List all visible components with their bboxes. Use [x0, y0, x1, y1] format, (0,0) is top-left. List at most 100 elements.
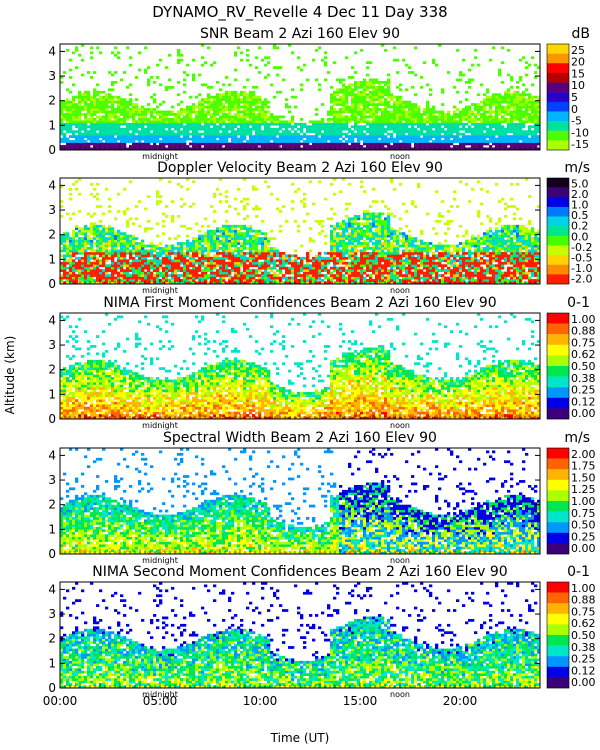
y-tick-label: 0 [48, 143, 56, 157]
y-tick-label: 4 [48, 313, 56, 327]
colorbar-label: 0.50 [571, 519, 596, 532]
colorbar-label: 0.75 [571, 507, 596, 520]
time-marker-label: noon [390, 556, 410, 565]
colorbar-label: 1.25 [571, 483, 596, 496]
colorbar: 1.000.880.750.620.500.380.250.120.00 [546, 312, 596, 420]
colorbar-segment [547, 501, 569, 512]
colorbar-segment [547, 264, 569, 275]
time-marker-label: noon [390, 286, 410, 295]
colorbar-segment [547, 490, 569, 502]
colorbar-segment [547, 111, 569, 122]
colorbar-segment [547, 92, 569, 103]
colorbar-segment [547, 677, 569, 689]
colorbar-segment [547, 366, 569, 377]
colorbar-segment [547, 613, 569, 625]
y-tick-label: 2 [48, 228, 56, 242]
colorbar-segment [547, 355, 569, 367]
y-tick-label: 1 [48, 252, 56, 266]
echo-field [60, 178, 541, 285]
colorbar-segment [547, 469, 569, 480]
colorbar-label: 0.75 [571, 605, 596, 618]
colorbar-unit: 0-1 [567, 295, 590, 311]
colorbar-segment [547, 82, 569, 93]
x-tick-label: 20:00 [443, 694, 478, 708]
colorbar-segment [547, 543, 569, 555]
colorbar-label: 5.0 [571, 177, 589, 190]
colorbar-label: 0.00 [571, 542, 596, 555]
panel-width: Spectral Width Beam 2 Azi 160 Elev 90 m/s… [48, 430, 595, 565]
colorbar-unit: m/s [564, 430, 590, 446]
y-tick-label: 4 [48, 178, 56, 192]
colorbar-segment [547, 130, 569, 141]
y-tick-label: 3 [48, 338, 56, 352]
panel-title: SNR Beam 2 Azi 160 Elev 90 [200, 26, 400, 42]
time-marker-label: midnight [142, 556, 178, 565]
colorbar-segment [547, 645, 569, 657]
y-tick-label: 1 [48, 522, 56, 536]
colorbar-segment [547, 624, 569, 636]
colorbar-unit: dB [572, 26, 591, 42]
colorbar-label: 2.00 [571, 448, 596, 461]
colorbar-label: -2.0 [571, 273, 592, 286]
y-tick-label: 4 [48, 44, 56, 58]
colorbar-segment [547, 323, 569, 335]
colorbar-label: 1.00 [571, 582, 596, 595]
colorbar-segment [547, 387, 569, 398]
colorbar-label: 1.0 [571, 199, 589, 212]
colorbar-label: -0.2 [571, 241, 592, 254]
colorbar-segment [547, 656, 569, 667]
colorbar-segment [547, 582, 569, 593]
colorbar-segment [547, 603, 569, 614]
colorbar-label: 0.88 [571, 325, 596, 338]
time-marker-label: midnight [142, 152, 178, 161]
y-tick-label: 3 [48, 607, 56, 621]
colorbar-segment [547, 44, 569, 54]
colorbar-segment [547, 511, 569, 523]
colorbar: 5.02.01.00.50.20.0-0.2-0.5-1.0-2.0 [546, 177, 592, 286]
colorbar-label: 0.25 [571, 530, 596, 543]
y-tick-label: 0 [48, 412, 56, 426]
colorbar-segment [547, 666, 569, 678]
colorbar-segment [547, 635, 569, 646]
time-marker-label: noon [390, 421, 410, 430]
time-marker-label: noon [390, 152, 410, 161]
colorbar-segment [547, 178, 569, 188]
echo-field [60, 313, 541, 420]
colorbar-segment [547, 226, 569, 237]
x-tick-label: 15:00 [343, 694, 378, 708]
colorbar-label: 0.12 [571, 664, 596, 677]
time-marker-label: midnight [142, 286, 178, 295]
y-tick-label: 3 [48, 203, 56, 217]
colorbar-segment [547, 522, 569, 533]
colorbar-label: 1.50 [571, 471, 596, 484]
colorbar-segment [547, 63, 569, 74]
colorbar-label: 0.88 [571, 594, 596, 607]
colorbar-label: 25 [571, 44, 585, 57]
y-tick-label: 2 [48, 498, 56, 512]
colorbar-segment [547, 344, 569, 356]
panel-title: Doppler Velocity Beam 2 Azi 160 Elev 90 [157, 160, 443, 176]
colorbar-segment [547, 140, 569, 151]
colorbar-segment [547, 197, 569, 208]
panel-conf1: NIMA First Moment Confidences Beam 2 Azi… [48, 295, 595, 430]
colorbar-segment [547, 53, 569, 64]
colorbar-label: 5 [571, 91, 578, 104]
colorbar-label: 0.12 [571, 395, 596, 408]
colorbar-label: 0.25 [571, 653, 596, 666]
panel-conf2: NIMA Second Moment Confidences Beam 2 Az… [43, 564, 596, 708]
y-tick-label: 1 [48, 118, 56, 132]
echo-field [60, 44, 541, 151]
colorbar-segment [547, 458, 569, 470]
time-marker-label: midnight [142, 421, 178, 430]
y-axis-label: Altitude (km) [3, 336, 17, 415]
y-tick-label: 3 [48, 473, 56, 487]
x-tick-label: 10:00 [243, 694, 278, 708]
colorbar-label: 15 [571, 67, 585, 80]
colorbar-segment [547, 448, 569, 459]
colorbar-segment [547, 397, 569, 409]
colorbar-segment [547, 408, 569, 420]
y-tick-label: 0 [48, 547, 56, 561]
y-tick-label: 4 [48, 582, 56, 596]
